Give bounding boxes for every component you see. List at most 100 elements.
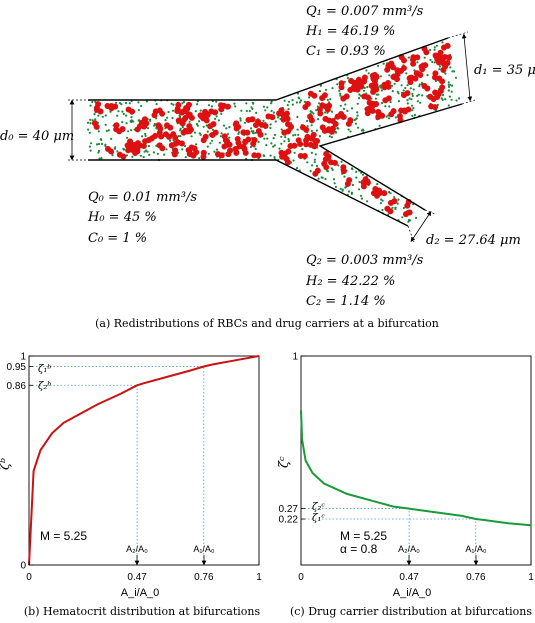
drug-carrier-dot <box>447 81 450 84</box>
drug-carrier-dot <box>262 105 265 108</box>
rbc-cell <box>442 54 452 61</box>
drug-carrier-dot <box>250 106 253 109</box>
x-tick-label: 0.47 <box>127 572 147 583</box>
drug-carrier-dot <box>287 108 290 111</box>
rbc-cell <box>400 90 411 99</box>
rbc-cell <box>163 122 174 131</box>
drug-carrier-dot <box>233 102 236 105</box>
drug-carrier-dot <box>127 130 130 133</box>
chart-hematocrit: 0 0.47 0.76 100.860.951 ζᵇ A_i/A_0 M = 5.25… <box>0 352 262 619</box>
drug-carrier-dot <box>89 118 92 121</box>
rbc-cell <box>387 198 398 206</box>
drug-carrier-dot <box>440 97 443 100</box>
drug-carrier-dot <box>351 183 354 187</box>
drug-carrier-dot <box>250 127 253 130</box>
rbc-cell <box>113 122 120 133</box>
drug-carrier-dot <box>206 145 209 148</box>
x-tick-label: 0.47 <box>399 572 419 583</box>
drug-carrier-curve <box>300 410 532 527</box>
drug-carrier-dot <box>116 114 119 117</box>
vessel-wall-inner <box>318 103 463 211</box>
drug-carrier-dot <box>336 127 339 130</box>
drug-carrier-dot <box>87 128 90 131</box>
rbc-cell <box>218 102 225 113</box>
drug-carrier-dot <box>358 97 361 100</box>
drug-carrier-dot <box>343 175 346 178</box>
q0-label: Q₀ = 0.01 mm³/s <box>88 190 197 205</box>
marker1-c: A₂/A₀ <box>398 544 420 554</box>
guide-lines-c <box>301 508 477 565</box>
drug-carrier-dot <box>195 143 198 146</box>
rbc-cell <box>156 129 165 140</box>
drug-carrier-dot <box>384 105 387 108</box>
rbc-cell <box>280 115 291 123</box>
d2-label: d₂ = 27.64 μm <box>426 233 521 248</box>
drug-carrier-dot <box>131 155 134 158</box>
rbc-cell <box>390 73 400 83</box>
drug-carrier-dot <box>126 136 129 139</box>
drug-carrier-dot <box>324 177 327 181</box>
rbc-cell <box>142 137 152 145</box>
drug-carrier-dot <box>411 109 414 112</box>
drug-carrier-dot <box>433 61 436 64</box>
rbc-cell <box>324 102 333 113</box>
rbc-cell <box>345 117 354 127</box>
drug-carrier-dot <box>100 138 103 141</box>
rbc-cell <box>241 146 249 156</box>
drug-carrier-dot <box>217 119 220 122</box>
drug-carrier-dot <box>433 48 436 51</box>
drug-carrier-dot <box>196 103 199 106</box>
drug-carrier-dot <box>199 109 202 112</box>
drug-carrier-dot <box>397 100 401 103</box>
rbc-cell <box>348 77 358 87</box>
drug-carrier-dot <box>90 142 93 145</box>
drug-carrier-dot <box>264 109 267 112</box>
drug-carrier-dot <box>315 129 318 132</box>
drug-carrier-dot <box>397 198 400 201</box>
rbc-cell <box>186 111 195 121</box>
drug-carrier-dot <box>310 124 313 127</box>
rbc-cell <box>148 132 159 142</box>
drug-carrier-dot <box>394 207 397 210</box>
drug-carrier-dot <box>349 130 352 133</box>
h1-label: H₁ = 46.19 % <box>305 24 395 39</box>
drug-carrier-dot <box>434 79 438 83</box>
drug-carrier-dot <box>94 118 97 121</box>
rbc-cell <box>440 42 451 51</box>
drug-carrier-dot <box>215 148 219 151</box>
rbc-cell <box>316 106 324 117</box>
rbc-cell <box>134 144 141 155</box>
drug-carrier-dot <box>183 145 187 148</box>
hematocrit-curve <box>28 355 260 566</box>
rbc-cell <box>207 121 217 130</box>
drug-carrier-dot <box>355 170 358 173</box>
rbc-cell <box>180 128 191 136</box>
drug-carrier-dot <box>455 99 458 102</box>
rbc-cell <box>303 137 310 148</box>
drug-carrier-dot <box>144 132 147 135</box>
rbc-cell <box>250 137 258 147</box>
drug-carrier-dot <box>257 140 260 144</box>
drug-carrier-dot <box>297 133 300 136</box>
rbc-cell <box>312 167 321 177</box>
drug-carrier-dot <box>444 72 447 75</box>
drug-carrier-dot <box>418 85 421 88</box>
rbc-cell <box>418 62 429 70</box>
drug-carrier-dot <box>228 126 231 129</box>
drug-carrier-dot <box>412 88 415 91</box>
drug-carrier-dot <box>438 65 442 68</box>
drug-carrier-dot <box>417 93 420 96</box>
drug-carrier-dot <box>323 111 327 114</box>
drug-carrier-dot <box>410 98 413 101</box>
drug-carrier-dot <box>295 101 298 104</box>
y-tick-label: 0.22 <box>279 515 299 526</box>
drug-carrier-dot <box>379 202 382 205</box>
drug-carrier-dot <box>105 129 108 132</box>
drug-carrier-dot <box>401 216 404 219</box>
drug-carrier-dot <box>458 97 461 100</box>
drug-carrier-dot <box>388 105 391 108</box>
rbc-cell <box>240 129 251 136</box>
drug-carrier-dot <box>111 154 114 157</box>
drug-carrier-dot <box>313 161 316 164</box>
drug-carrier-dot <box>206 130 209 133</box>
